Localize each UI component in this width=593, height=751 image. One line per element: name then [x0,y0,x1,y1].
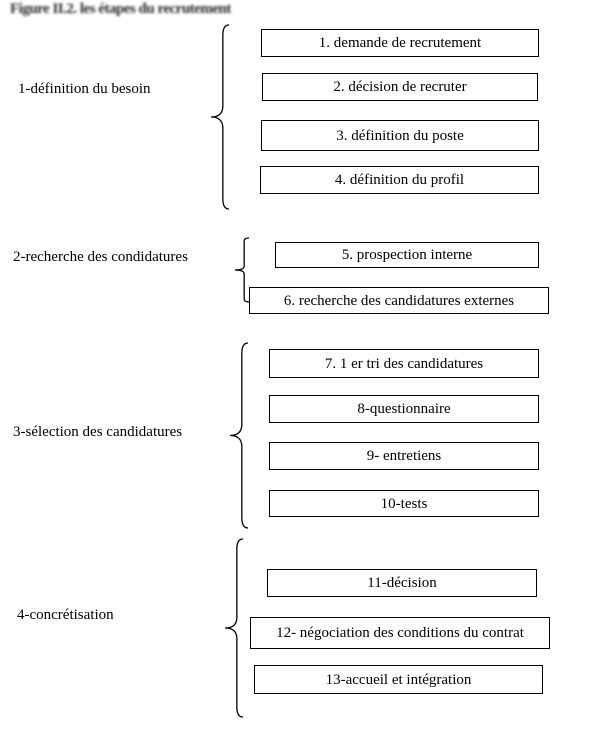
group-label: 3-sélection des candidatures [13,424,182,441]
step-box: 6. recherche des candidatures externes [249,287,549,314]
curly-brace [227,237,249,308]
group-label: 2-recherche des condidatures [13,249,188,266]
step-box: 9- entretiens [269,442,539,470]
group-label: 1-définition du besoin [18,81,150,98]
group-label: 4-concrétisation [17,607,114,624]
step-box: 5. prospection interne [275,242,539,268]
step-box: 12- négociation des conditions du contra… [250,617,550,649]
step-box: 4. définition du profil [260,166,539,194]
curly-brace [220,342,248,534]
step-box: 11-décision [267,569,537,597]
curly-brace [215,538,243,723]
curly-brace [201,24,229,215]
step-box: 3. définition du poste [261,120,539,151]
step-box: 10-tests [269,490,539,517]
step-box: 7. 1 er tri des candidatures [269,349,539,378]
step-box: 13-accueil et intégration [254,665,543,694]
step-box: 2. décision de recruter [262,73,538,101]
step-box: 1. demande de recrutement [261,29,539,57]
figure-title: Figure II.2. les étapes du recrutement [10,1,231,18]
step-box: 8-questionnaire [269,395,539,423]
